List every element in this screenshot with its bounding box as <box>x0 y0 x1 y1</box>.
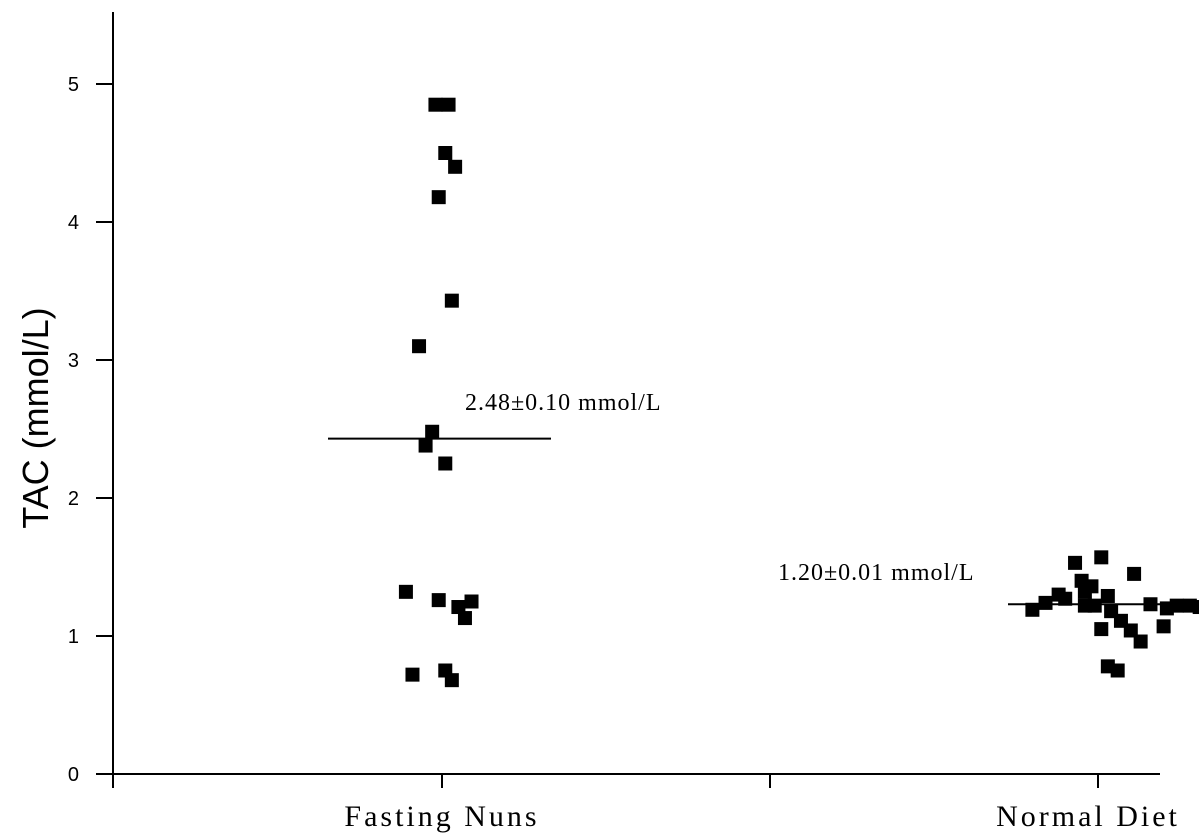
data-point <box>398 584 413 599</box>
data-point <box>1094 550 1109 565</box>
y-axis-label: TAC (mmol/L) <box>15 307 56 528</box>
data-point <box>1068 555 1083 570</box>
data-point <box>1094 622 1109 637</box>
x-tick-label: Fasting Nuns <box>344 800 539 833</box>
y-tick-label: 5 <box>68 74 79 96</box>
data-points <box>398 97 1199 688</box>
y-ticks: 0 1 2 3 4 5 <box>68 74 113 786</box>
data-point <box>1143 597 1158 612</box>
mean-lines <box>328 437 1170 606</box>
data-point <box>1127 566 1142 581</box>
y-tick-label: 3 <box>68 350 79 372</box>
data-point <box>431 190 446 205</box>
axes <box>96 12 1160 775</box>
y-tick-label: 4 <box>68 212 79 234</box>
x-ticks: Fasting Nuns Normal Diet <box>112 774 1180 833</box>
data-point <box>1087 598 1102 613</box>
data-point <box>438 146 453 160</box>
data-point <box>1110 663 1125 678</box>
data-point <box>1038 595 1053 610</box>
y-tick-label: 2 <box>68 488 79 510</box>
data-point <box>444 673 459 688</box>
data-point <box>1169 598 1184 613</box>
data-point <box>1100 588 1115 603</box>
mean-annotation: 2.48±0.10 mmol/L <box>465 390 662 416</box>
data-point <box>451 600 466 615</box>
data-point <box>438 456 453 471</box>
annotations: 2.48±0.10 mmol/L 1.20±0.01 mmol/L <box>465 390 975 586</box>
data-point <box>1123 623 1138 638</box>
data-point <box>1058 591 1073 606</box>
mean-annotation: 1.20±0.01 mmol/L <box>778 560 975 586</box>
data-point <box>1025 602 1040 617</box>
data-point <box>1077 584 1092 599</box>
data-point <box>405 667 420 682</box>
data-point <box>464 594 479 609</box>
data-point <box>457 611 472 626</box>
data-point <box>1192 600 1199 615</box>
data-point <box>441 97 456 112</box>
y-tick-label: 0 <box>68 764 79 786</box>
data-point <box>425 424 440 439</box>
data-point <box>431 593 446 608</box>
data-point <box>444 293 459 308</box>
data-point <box>418 438 433 453</box>
data-point <box>428 97 443 112</box>
data-point <box>1133 634 1148 649</box>
data-point <box>412 339 427 354</box>
data-point <box>1156 619 1171 634</box>
data-point <box>448 159 463 174</box>
y-tick-label: 1 <box>68 626 79 648</box>
x-tick-label: Normal Diet <box>996 800 1180 833</box>
